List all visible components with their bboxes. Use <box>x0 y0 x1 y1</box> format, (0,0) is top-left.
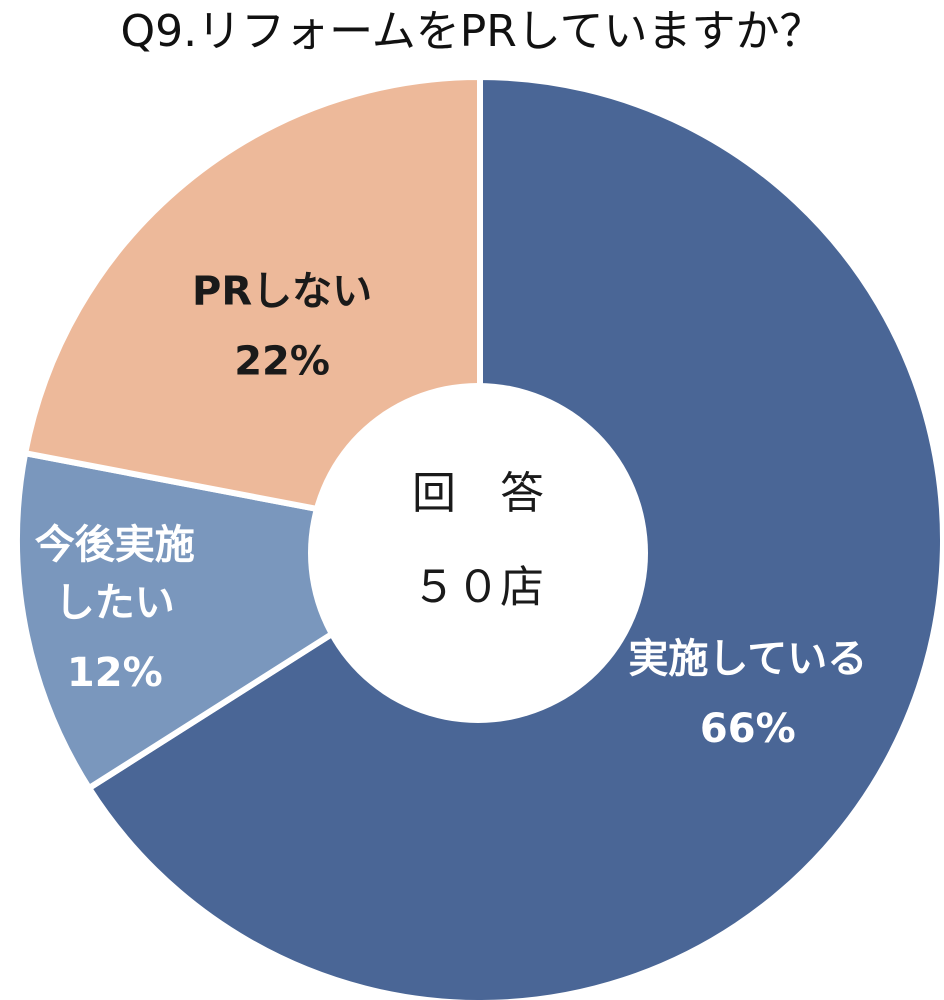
slice-1-label-line-1: したい <box>55 580 175 626</box>
donut-hole <box>308 383 648 723</box>
center-label-line-2: ５０店 <box>412 562 544 613</box>
pie-slice-2 <box>21 73 483 544</box>
slice-1-label-line-0: 今後実施 <box>35 522 195 568</box>
slice-0-label-line-0: 実施している <box>628 636 867 682</box>
center-label: 回 答 ５０店 <box>412 468 544 613</box>
slice-2-value-label: 22% <box>234 338 330 384</box>
chart-title: Q9.リフォームをPRしていますか？ <box>120 6 824 57</box>
slice-2-label-line-0: PRしない <box>192 268 372 314</box>
slice-0-value-label: 66% <box>700 706 796 752</box>
center-label-line-1: 回 答 <box>412 468 544 519</box>
slice-1-value-label: 12% <box>67 650 163 696</box>
